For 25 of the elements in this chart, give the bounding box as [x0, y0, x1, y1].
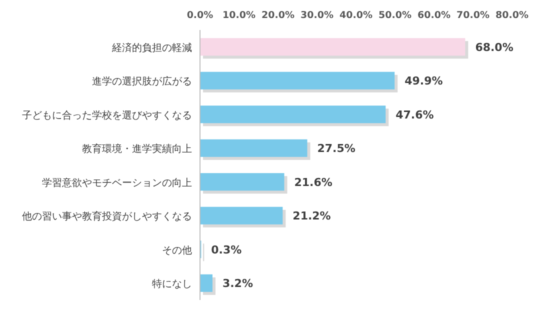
y-tick-label: 教育環境・進学実績向上 — [82, 143, 192, 156]
x-tick-label: 40.0% — [340, 10, 373, 21]
data-label: 3.2% — [222, 277, 253, 290]
data-label: 49.9% — [404, 74, 443, 88]
data-label: 21.6% — [294, 176, 332, 189]
x-tick-label: 20.0% — [262, 10, 295, 21]
x-tick-label: 50.0% — [378, 10, 412, 21]
data-label: 47.6% — [396, 108, 434, 122]
y-tick-label: 特になし — [152, 278, 192, 290]
y-tick-label: 他の習い事や教育投資がしやすくなる — [22, 210, 192, 223]
x-tick-label: 60.0% — [418, 10, 451, 21]
data-label: 68.0% — [475, 40, 514, 54]
data-label: 27.5% — [317, 142, 356, 156]
y-tick-label: 進学の選択肢が広がる — [92, 76, 192, 88]
y-tick-label: 学習意欲やモチベーションの向上 — [42, 176, 192, 189]
x-tick-label: 30.0% — [300, 10, 334, 21]
x-tick-label: 0.0% — [186, 10, 214, 21]
y-tick-label: その他 — [162, 244, 192, 256]
data-label: 0.3% — [211, 243, 242, 256]
x-tick-label: 10.0% — [222, 10, 256, 21]
y-tick-label: 経済的負担の軽減 — [111, 42, 192, 54]
x-tick-label: 70.0% — [456, 10, 490, 21]
x-tick-label: 80.0% — [496, 10, 529, 21]
data-label: 21.2% — [292, 210, 331, 223]
y-tick-label: 子どもに合った学校を選びやすくなる — [22, 109, 192, 122]
